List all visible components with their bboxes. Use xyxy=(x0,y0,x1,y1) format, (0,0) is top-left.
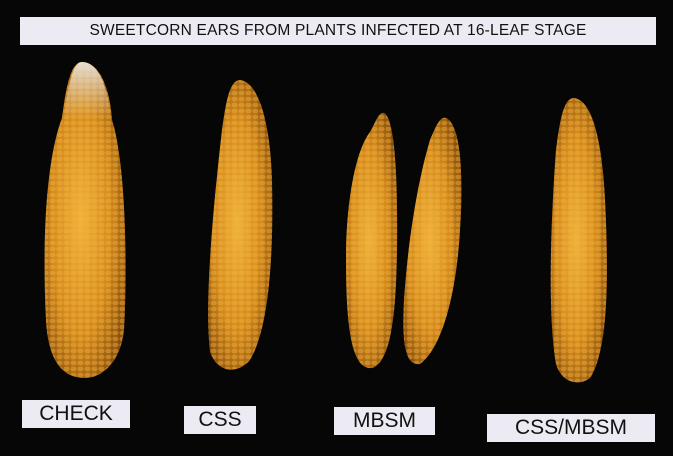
ear-css-mbsm xyxy=(550,98,607,383)
label-css: CSS xyxy=(184,406,256,434)
label-mbsm: MBSM xyxy=(334,407,435,435)
ear-check xyxy=(44,62,126,378)
ear-mbsm-left xyxy=(346,112,398,369)
ear-mbsm-right xyxy=(403,117,462,365)
ear-css xyxy=(208,80,273,370)
title-label: SWEETCORN EARS FROM PLANTS INFECTED AT 1… xyxy=(20,17,656,45)
label-check: CHECK xyxy=(22,400,130,428)
label-css-mbsm: CSS/MBSM xyxy=(487,414,655,442)
